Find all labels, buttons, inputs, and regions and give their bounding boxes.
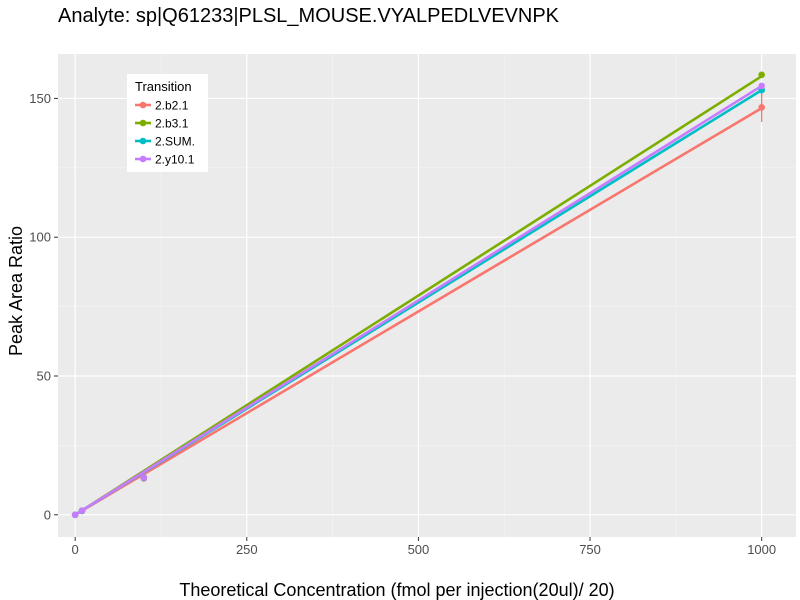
legend-label: 2.SUM. — [155, 135, 195, 149]
legend-key-point — [139, 137, 147, 145]
data-point — [758, 71, 765, 79]
x-axis-title: Theoretical Concentration (fmol per inje… — [179, 580, 614, 600]
legend-key-point — [139, 155, 147, 163]
axis-ticks: 0 250 500 750 1000 0 50 100 150 — [29, 91, 776, 557]
legend: Transition 2.b2.1 2.b3.1 2.SUM. 2.y10.1 — [127, 74, 208, 172]
y-tick-label: 100 — [29, 230, 51, 245]
legend-item: 2.SUM. — [135, 135, 195, 149]
legend-key-point — [139, 101, 147, 109]
legend-item: 2.b2.1 — [135, 99, 189, 113]
legend-title: Transition — [135, 79, 192, 94]
series-line — [73, 74, 763, 517]
data-point — [78, 507, 86, 514]
data-point — [758, 103, 765, 111]
x-tick-label: 0 — [72, 542, 79, 557]
legend-label: 2.y10.1 — [155, 153, 195, 167]
data-point — [71, 511, 79, 519]
x-tick-label: 1000 — [747, 542, 776, 557]
series-line — [73, 84, 763, 517]
y-tick-label: 50 — [37, 369, 51, 384]
legend-item: 2.b3.1 — [135, 117, 189, 131]
data-point — [758, 82, 765, 90]
series-line — [73, 106, 763, 517]
data-point — [140, 474, 148, 481]
legend-item: 2.y10.1 — [135, 153, 195, 167]
y-tick-label: 0 — [44, 507, 51, 522]
legend-label: 2.b3.1 — [155, 117, 189, 131]
chart-title: Analyte: sp|Q61233|PLSL_MOUSE.VYALPEDLVE… — [58, 5, 560, 27]
y-axis-title: Peak Area Ratio — [6, 226, 26, 356]
legend-label: 2.b2.1 — [155, 99, 189, 113]
x-tick-label: 250 — [236, 542, 258, 557]
x-tick-label: 750 — [579, 542, 601, 557]
y-tick-label: 150 — [29, 91, 51, 106]
legend-items: 2.b2.1 2.b3.1 2.SUM. 2.y10.1 — [135, 99, 195, 167]
legend-key-point — [139, 119, 147, 127]
series-layer — [71, 71, 765, 519]
x-tick-label: 500 — [408, 542, 430, 557]
series-2.y10.1 — [71, 82, 765, 519]
